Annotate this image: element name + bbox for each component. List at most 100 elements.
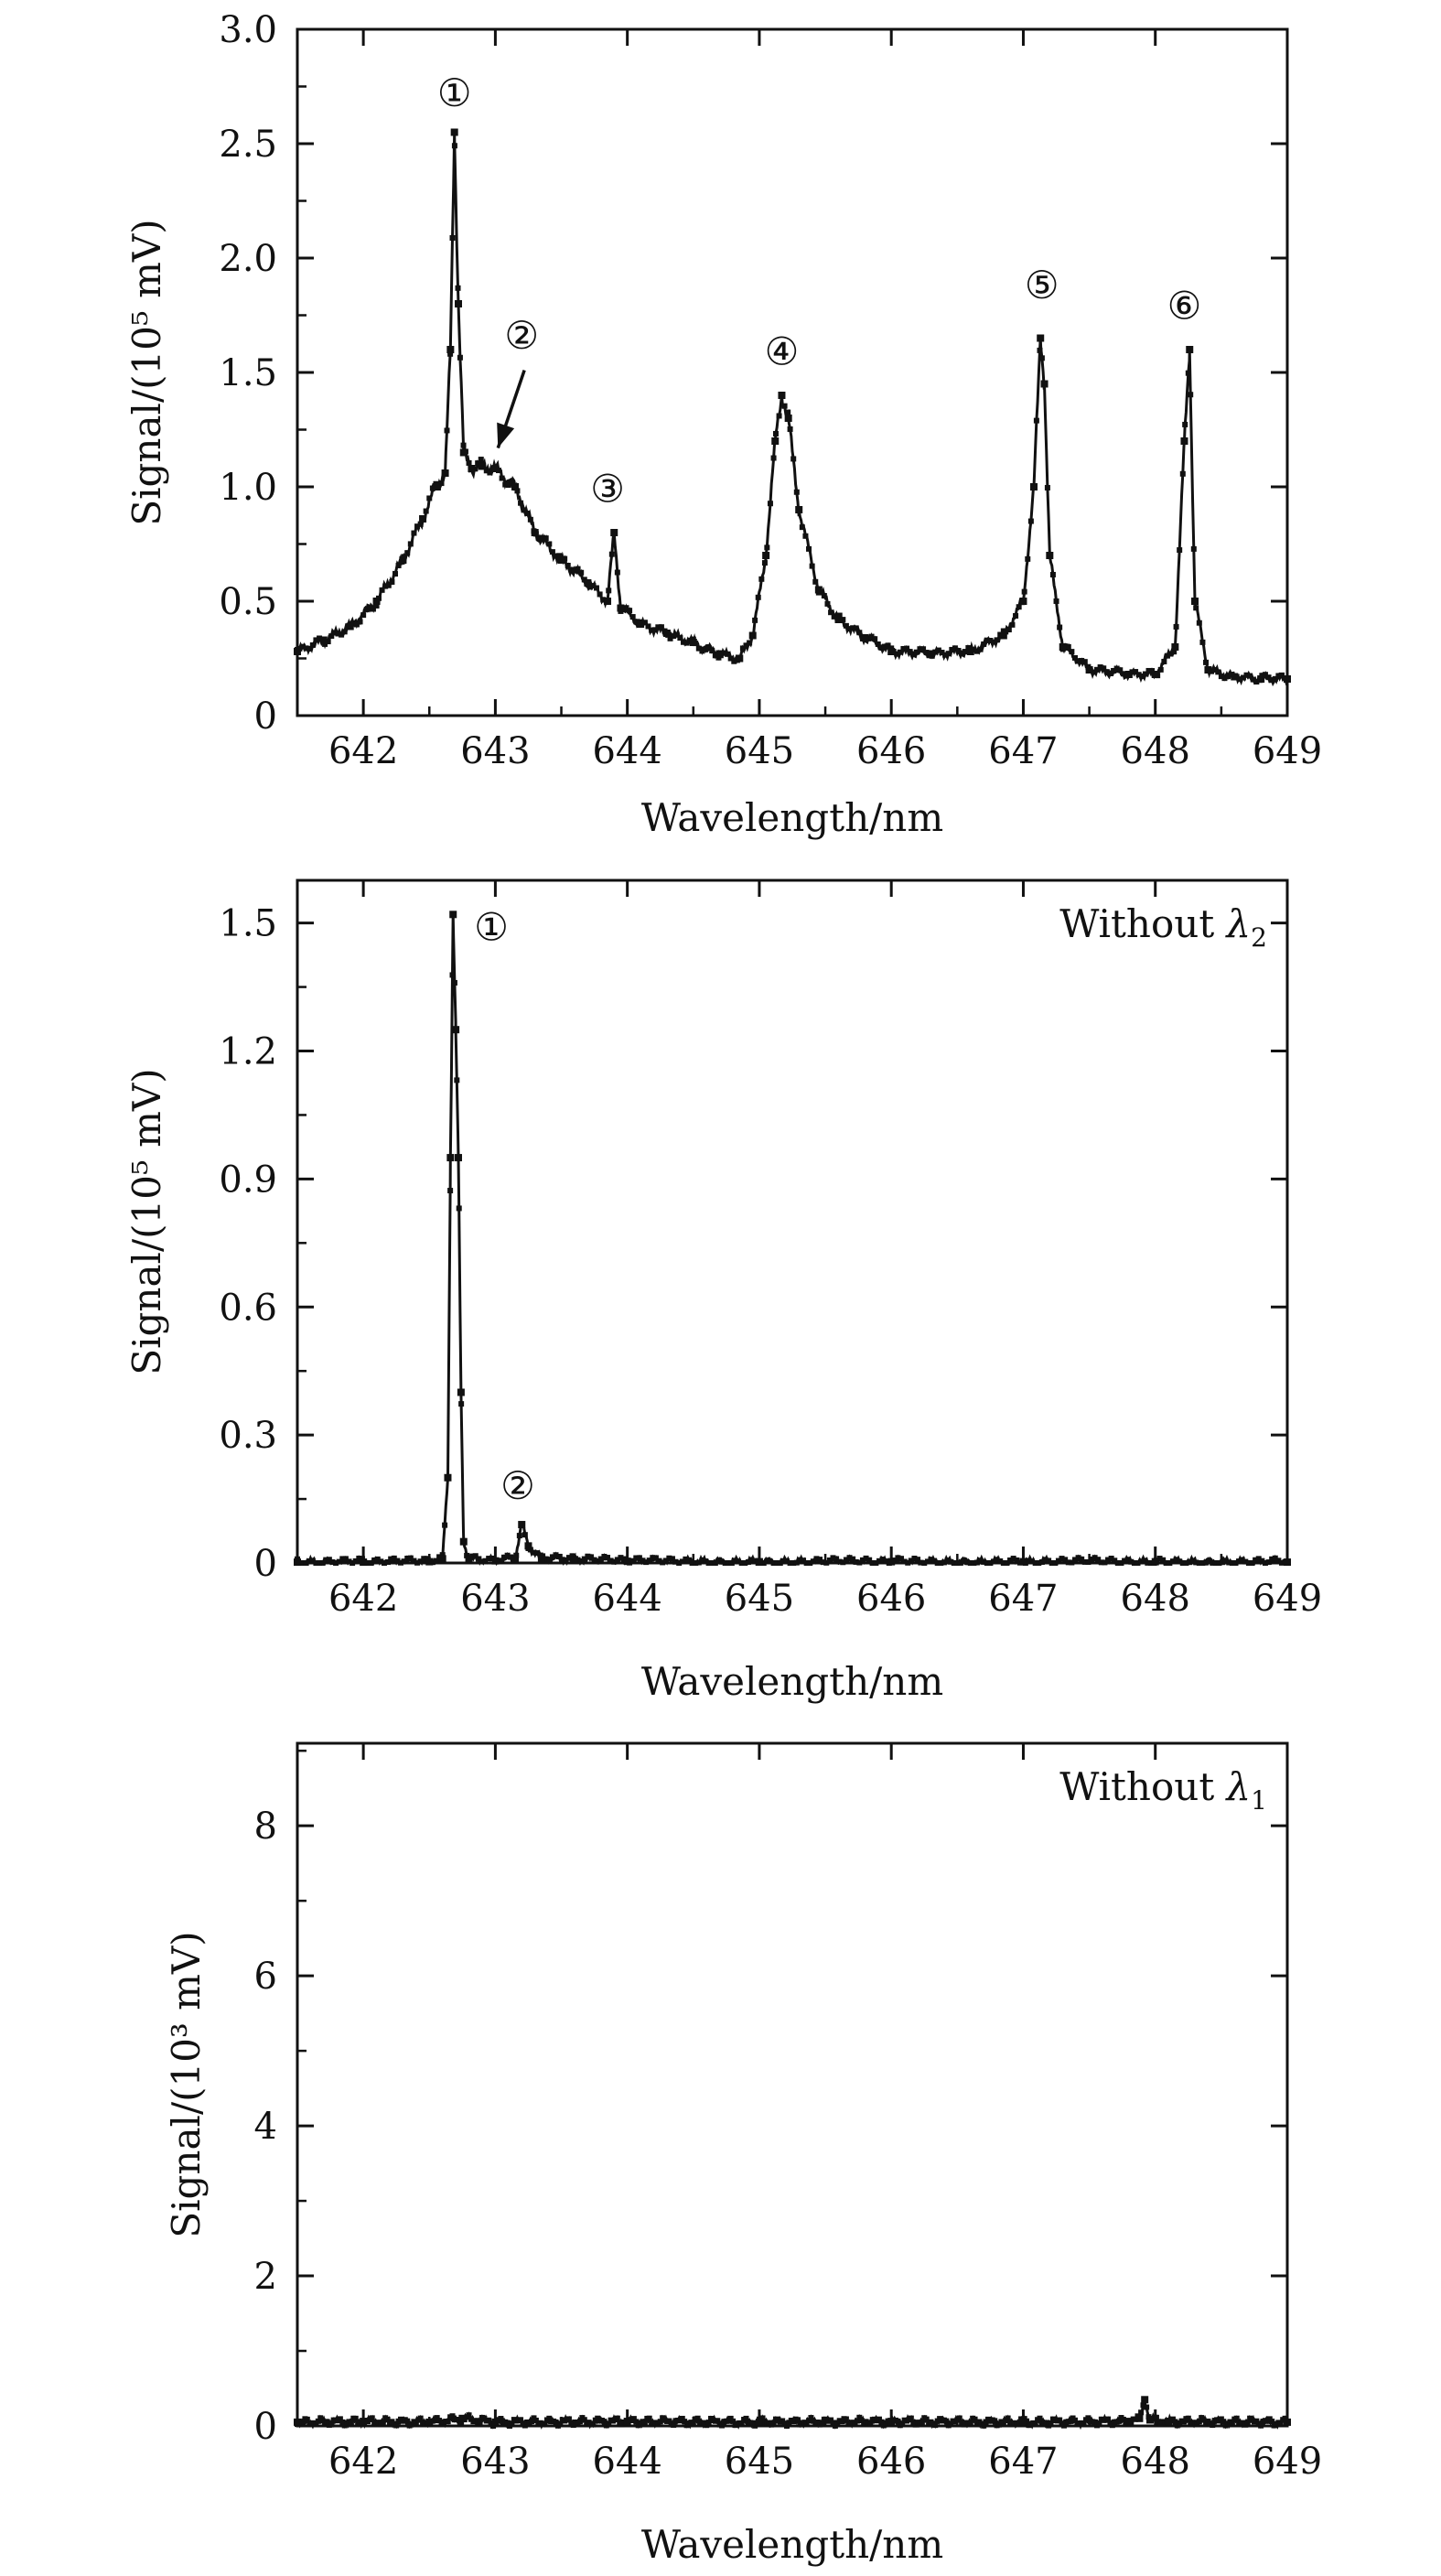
- data-point: [417, 1558, 424, 1565]
- data-point: [627, 608, 633, 614]
- data-point: [1138, 1558, 1145, 1565]
- data-point: [876, 2416, 882, 2422]
- data-point: [486, 1556, 492, 1562]
- data-point: [1032, 1560, 1038, 1566]
- data-point: [1253, 1557, 1259, 1563]
- data-point: [614, 2415, 620, 2421]
- data-point: [1167, 651, 1174, 657]
- data-point: [666, 2418, 672, 2424]
- x-axis-title: Wavelength/nm: [641, 1659, 943, 1704]
- data-point: [597, 591, 603, 598]
- data-point: [542, 2421, 548, 2428]
- data-point: [1096, 2420, 1102, 2427]
- data-point: [476, 1556, 482, 1562]
- data-point: [1204, 666, 1212, 674]
- data-point: [1081, 1558, 1088, 1565]
- data-point: [1138, 2409, 1145, 2416]
- x-tick-label: 649: [1253, 2441, 1322, 2483]
- data-point: [1196, 1560, 1202, 1566]
- data-point: [1139, 673, 1145, 679]
- data-point: [887, 1557, 896, 1566]
- data-point: [1092, 2419, 1098, 2425]
- x-tick-label: 645: [725, 2441, 794, 2483]
- data-point: [1026, 1557, 1032, 1564]
- data-point: [407, 1555, 414, 1561]
- data-point: [1253, 2418, 1260, 2424]
- data-point: [651, 627, 658, 633]
- data-point: [329, 1559, 336, 1566]
- data-point: [709, 648, 715, 654]
- data-point: [578, 569, 585, 576]
- data-point: [752, 617, 758, 623]
- data-point: [987, 1560, 994, 1566]
- data-point: [934, 1560, 941, 1566]
- data-point: [1085, 666, 1093, 674]
- data-point: [1048, 1560, 1055, 1566]
- data-point: [821, 593, 827, 599]
- data-point: [908, 2415, 914, 2421]
- data-point: [1010, 1556, 1016, 1562]
- data-point: [973, 1559, 980, 1566]
- data-point: [1151, 1557, 1159, 1566]
- x-tick-label: 648: [1121, 1578, 1190, 1620]
- data-point: [1046, 1557, 1052, 1564]
- data-point: [553, 1552, 559, 1558]
- data-point: [441, 469, 449, 477]
- x-tick-label: 648: [1121, 2441, 1190, 2483]
- data-point: [935, 647, 941, 653]
- data-point: [828, 609, 834, 616]
- data-point: [672, 1558, 679, 1565]
- data-point: [977, 1557, 984, 1564]
- data-point: [309, 1557, 316, 1564]
- data-point: [605, 1555, 611, 1561]
- y-axis-title: Signal/(10⁵ mV): [124, 1068, 169, 1374]
- data-point: [781, 403, 788, 409]
- data-point: [1206, 1557, 1212, 1564]
- data-point: [722, 1560, 728, 1566]
- data-point: [608, 1557, 614, 1564]
- y-tick-label: 0: [254, 1543, 277, 1585]
- data-point: [1226, 1559, 1232, 1566]
- data-point: [356, 1555, 362, 1561]
- data-point: [445, 2419, 451, 2425]
- data-point: [371, 1557, 378, 1563]
- data-point: [586, 584, 593, 590]
- data-point: [571, 566, 577, 573]
- data-point: [1173, 623, 1179, 630]
- data-point: [1191, 598, 1199, 605]
- data-point: [565, 2416, 572, 2422]
- data-point: [1112, 1557, 1118, 1564]
- data-point: [887, 2418, 896, 2426]
- data-point: [393, 2422, 400, 2429]
- data-point: [1151, 671, 1159, 678]
- data-point: [793, 1559, 800, 1566]
- data-point: [666, 1555, 672, 1561]
- data-point: [992, 2418, 998, 2424]
- data-point: [987, 638, 994, 644]
- data-point: [764, 544, 770, 551]
- data-point: [346, 1558, 352, 1565]
- data-point: [748, 1557, 755, 1563]
- data-point: [1040, 380, 1048, 388]
- data-point: [843, 622, 849, 629]
- condition-label: Without λ1: [1059, 1764, 1267, 1816]
- peak-annotation: ③: [590, 467, 625, 512]
- data-point: [633, 2419, 640, 2425]
- data-point: [1231, 673, 1239, 681]
- data-point: [531, 1549, 537, 1556]
- data-point: [749, 2420, 756, 2426]
- data-point: [770, 2420, 777, 2427]
- data-point: [1172, 2419, 1178, 2425]
- data-point: [1037, 347, 1043, 353]
- data-point: [1275, 673, 1282, 679]
- data-point: [931, 1557, 938, 1564]
- data-point: [1153, 2414, 1159, 2420]
- data-point: [932, 649, 939, 655]
- data-point: [504, 1552, 511, 1558]
- data-point: [730, 2418, 737, 2424]
- data-point: [419, 515, 427, 523]
- data-point: [339, 631, 345, 638]
- data-point: [991, 1558, 997, 1565]
- data-point: [518, 500, 524, 506]
- data-point: [1269, 1556, 1275, 1562]
